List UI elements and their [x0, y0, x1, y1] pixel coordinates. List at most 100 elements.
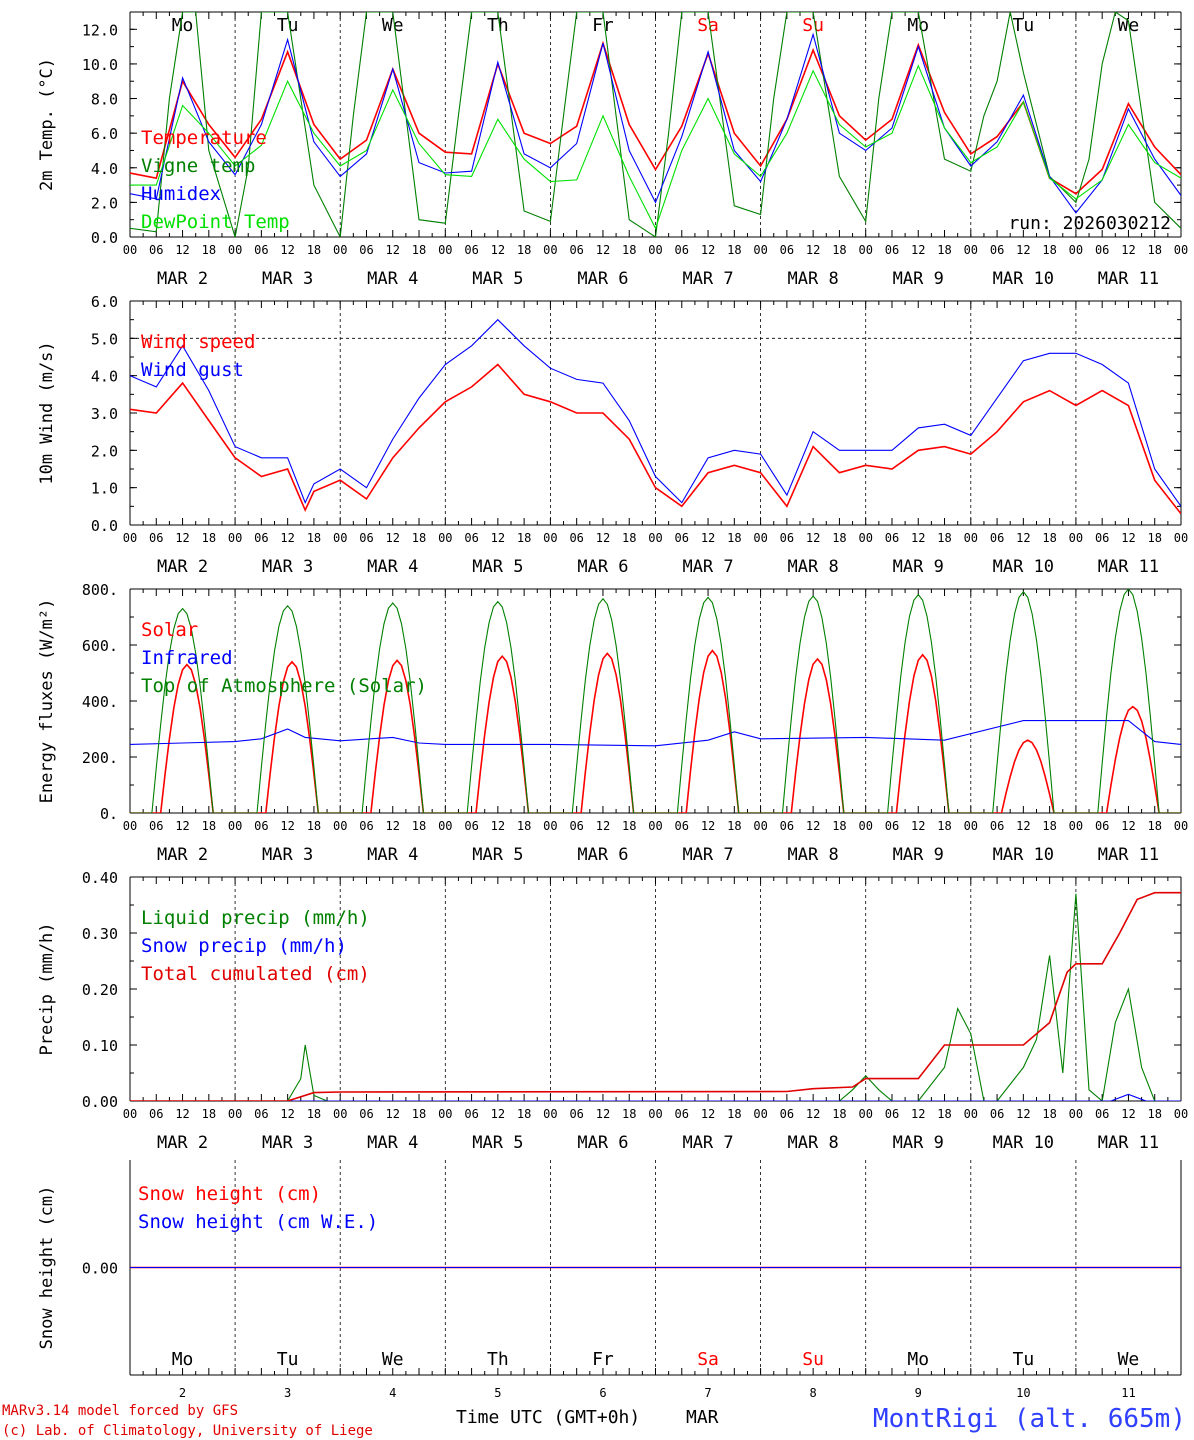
hour-tick-label: 06: [780, 243, 794, 257]
date-label: MAR 2: [157, 269, 208, 289]
day-name-label: Mo: [907, 15, 929, 36]
y-tick-label: 600.: [82, 637, 118, 655]
day-name-label: Fr: [592, 15, 614, 36]
legend-entry: Snow precip (mm/h): [141, 935, 347, 957]
hour-tick-label: 12: [1016, 243, 1030, 257]
date-label: MAR 5: [472, 845, 523, 865]
date-label: MAR 6: [577, 557, 628, 577]
hour-tick-label: 06: [1095, 1107, 1109, 1121]
hour-tick-label: 18: [517, 819, 531, 833]
hour-tick-label: 06: [359, 243, 373, 257]
date-label: MAR 7: [682, 269, 733, 289]
hour-tick-label: 06: [1095, 531, 1109, 545]
hour-tick-label: 00: [333, 243, 347, 257]
hour-tick-label: 12: [386, 1107, 400, 1121]
hour-tick-label: 06: [990, 1107, 1004, 1121]
hour-tick-label: 06: [885, 531, 899, 545]
hour-tick-label: 00: [648, 243, 662, 257]
x-axis-month: MAR: [686, 1407, 719, 1428]
hour-tick-label: 18: [937, 243, 951, 257]
hour-tick-label: 18: [307, 531, 321, 545]
hour-tick-label: 18: [622, 531, 636, 545]
date-label: MAR 2: [157, 557, 208, 577]
hour-tick-label: 00: [1174, 243, 1188, 257]
hour-tick-label: 06: [675, 1107, 689, 1121]
hour-tick-label: 00: [228, 531, 242, 545]
hour-tick-label: 12: [175, 819, 189, 833]
hour-tick-label: 00: [648, 1107, 662, 1121]
day-number-label: 3: [284, 1386, 291, 1400]
date-label: MAR 4: [367, 1133, 418, 1153]
hour-tick-label: 00: [964, 531, 978, 545]
date-label: MAR 8: [788, 269, 839, 289]
hour-tick-label: 06: [254, 243, 268, 257]
hour-tick-label: 00: [123, 243, 137, 257]
hour-tick-label: 12: [806, 531, 820, 545]
panel-snow: 0.00 Snow height (cm) Mo 2 Tu 3 We 4 Th 5 Fr 6 Sa 7 Su…: [37, 1160, 1182, 1400]
hour-tick-label: 06: [359, 819, 373, 833]
hour-tick-label: 12: [596, 243, 610, 257]
hour-tick-label: 18: [1042, 819, 1056, 833]
hour-tick-label: 18: [412, 819, 426, 833]
hour-tick-label: 12: [175, 531, 189, 545]
series-line-snow-precip-mm-h-: [130, 1093, 1181, 1101]
hour-tick-label: 00: [753, 531, 767, 545]
hour-tick-label: 06: [1095, 819, 1109, 833]
lab-credit: (c) Lab. of Climatology, University of L…: [2, 1423, 373, 1439]
hour-tick-label: 12: [911, 243, 925, 257]
day-name-label: Tu: [1013, 1349, 1035, 1370]
hour-tick-label: 06: [149, 531, 163, 545]
panel-temp: 0.0 2.0 4.0 6.0 8.0 10.0 12.0 2m Temp. (°C) 00 06…: [37, 11, 1188, 289]
hour-tick-label: 12: [701, 1107, 715, 1121]
panel-precip: 0.00 0.10 0.20 0.30 0.40 Precip (mm/h) 00 06 12 1…: [37, 869, 1188, 1153]
hour-tick-label: 18: [202, 1107, 216, 1121]
hour-tick-label: 12: [596, 1107, 610, 1121]
panel-wind: 0.0 1.0 2.0 3.0 4.0 5.0 6.0 10m Wind (m/s) 00 06 1…: [37, 293, 1188, 577]
series-line-humidex: [130, 32, 1181, 214]
series-line-top-of-atmosphere-solar-: [130, 589, 1181, 813]
hour-tick-label: 18: [1147, 531, 1161, 545]
date-label: MAR 6: [577, 845, 628, 865]
day-number-label: 8: [810, 1386, 817, 1400]
hour-tick-label: 06: [780, 819, 794, 833]
hour-tick-label: 18: [1147, 1107, 1161, 1121]
hour-tick-label: 18: [307, 243, 321, 257]
date-label: MAR 11: [1098, 845, 1159, 865]
date-label: MAR 10: [993, 1133, 1054, 1153]
hour-tick-label: 12: [1016, 1107, 1030, 1121]
hour-tick-label: 12: [701, 819, 715, 833]
hour-tick-label: 06: [569, 531, 583, 545]
hour-tick-label: 18: [832, 243, 846, 257]
day-number-label: 2: [179, 1386, 186, 1400]
hour-tick-label: 18: [832, 1107, 846, 1121]
hour-tick-label: 18: [937, 819, 951, 833]
series-line-infrared: [130, 720, 1181, 747]
day-number-label: 4: [389, 1386, 396, 1400]
date-label: MAR 3: [262, 557, 313, 577]
day-name-label: Sa: [697, 1349, 719, 1370]
y-axis-label: Snow height (cm): [37, 1186, 57, 1350]
hour-tick-label: 00: [228, 243, 242, 257]
legend-entry: Snow height (cm W.E.): [138, 1211, 378, 1233]
y-tick-label: 0.0: [91, 517, 118, 535]
hour-tick-label: 06: [569, 819, 583, 833]
y-tick-label: 0.00: [82, 1093, 118, 1111]
hour-tick-label: 00: [438, 1107, 452, 1121]
panel-flux: 0. 200. 400. 600. 800. Energy fluxes (W/m²) 00…: [37, 581, 1188, 865]
hour-tick-label: 18: [202, 531, 216, 545]
day-name-label: Fr: [592, 1349, 614, 1370]
y-tick-label: 0.: [100, 805, 118, 823]
series-line-solar: [130, 649, 1181, 813]
hour-tick-label: 06: [464, 1107, 478, 1121]
hour-tick-label: 06: [149, 819, 163, 833]
date-label: MAR 9: [893, 845, 944, 865]
hour-tick-label: 12: [701, 243, 715, 257]
hour-tick-label: 18: [1042, 1107, 1056, 1121]
hour-tick-label: 12: [911, 531, 925, 545]
hour-tick-label: 06: [780, 1107, 794, 1121]
hour-tick-label: 06: [990, 243, 1004, 257]
date-label: MAR 7: [682, 845, 733, 865]
hour-tick-label: 06: [149, 243, 163, 257]
hour-tick-label: 00: [1069, 819, 1083, 833]
date-label: MAR 2: [157, 1133, 208, 1153]
